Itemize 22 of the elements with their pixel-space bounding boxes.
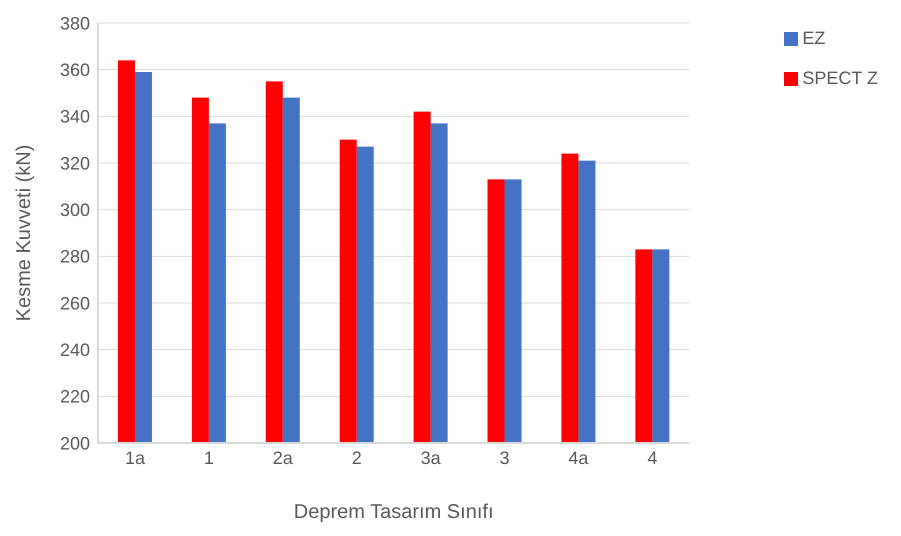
y-tick-label: 320 xyxy=(60,153,90,174)
legend-label: EZ xyxy=(802,28,826,48)
y-tick-label: 260 xyxy=(60,293,90,314)
y-tick-label: 360 xyxy=(60,60,90,80)
x-tick-label: 2a xyxy=(272,448,294,468)
y-tick-label: 380 xyxy=(60,13,90,34)
y-tick-label: 240 xyxy=(60,340,90,360)
x-tick-label: 1a xyxy=(124,448,146,468)
x-tick-label: 4 xyxy=(647,448,658,468)
x-tick-label: 2 xyxy=(352,448,362,468)
x-tick-label: 3 xyxy=(500,448,510,468)
y-tick-label: 340 xyxy=(60,106,90,127)
y-tick-label: 220 xyxy=(60,386,90,407)
y-tick-label: 300 xyxy=(60,200,90,220)
x-tick-label: 1 xyxy=(204,448,214,468)
x-tick-label: 4a xyxy=(568,448,590,468)
y-tick-label: 200 xyxy=(60,433,90,454)
legend-label: SPECT Z xyxy=(802,68,878,88)
y-axis-title: Kesme Kuvveti (kN) xyxy=(13,144,36,322)
x-tick-label: 3a xyxy=(420,448,442,468)
x-axis-title: Deprem Tasarım Sınıfı xyxy=(294,501,494,523)
y-tick-label: 280 xyxy=(60,246,90,267)
